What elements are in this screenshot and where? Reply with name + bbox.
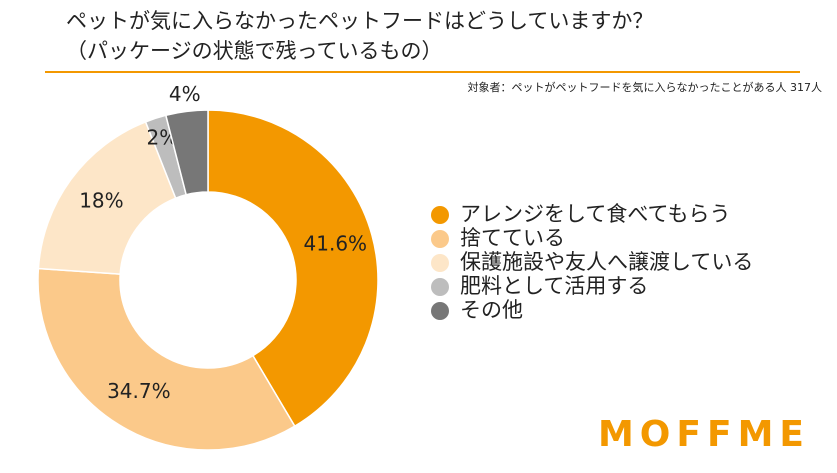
donut-slice — [164, 109, 209, 196]
logo: MOFFME — [598, 414, 810, 455]
subtitle: 対象者：ペットがペットフードを気に入らなかったことがある人 317人 — [468, 80, 823, 94]
legend-marker — [431, 254, 449, 272]
legend-marker — [431, 302, 449, 320]
donut-slice — [37, 120, 177, 275]
data-label: 41.6% — [304, 232, 368, 256]
legend-label: アレンジをして食べてもらう — [460, 202, 730, 226]
chart-title: ペットが気に入らなかったペットフードはどうしていますか？ — [66, 9, 653, 33]
data-label: 18% — [79, 189, 123, 213]
legend-label: 捨てている — [460, 226, 565, 250]
legend-marker — [431, 278, 449, 296]
donut-slice — [37, 267, 296, 451]
data-label: 4% — [169, 82, 201, 106]
legend-label: 保護施設や友人へ譲渡している — [460, 250, 753, 274]
chart-title: （パッケージの状態で残っているもの） — [66, 39, 443, 63]
legend-label: その他 — [460, 298, 523, 322]
legend-marker — [431, 206, 449, 224]
legend-label: 肥料として活用する — [460, 274, 648, 298]
donut-slice — [207, 109, 379, 428]
legend-marker — [431, 230, 449, 248]
data-label: 34.7% — [107, 379, 171, 403]
